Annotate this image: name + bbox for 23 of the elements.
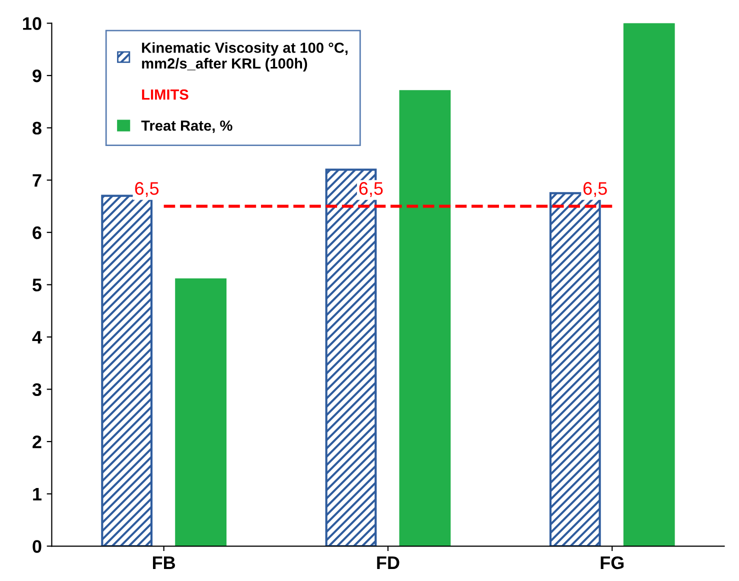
y-tick-label: 8 bbox=[32, 122, 42, 135]
x-tick-label: FB bbox=[152, 556, 176, 569]
y-tick-label: 2 bbox=[32, 435, 42, 448]
data-label: 6,5 bbox=[359, 182, 383, 197]
y-tick-label: 5 bbox=[32, 278, 42, 292]
bar bbox=[175, 278, 226, 546]
legend-label: Kinematic Viscosity at 100 °C, mm2/s_after KRL (100h) bbox=[142, 42, 348, 72]
y-tick-label: 4 bbox=[32, 331, 42, 344]
y-tick-label: 6 bbox=[32, 226, 42, 240]
text: LIMITS bbox=[142, 89, 188, 100]
y-tick-label: 0 bbox=[32, 540, 42, 553]
y-tick-label: 10 bbox=[23, 17, 42, 30]
y-tick-label: 9 bbox=[32, 69, 42, 82]
bar bbox=[399, 90, 451, 546]
x-tick-label: FD bbox=[377, 556, 400, 569]
bar bbox=[623, 23, 675, 546]
legend-label: Treat Rate, % bbox=[141, 120, 232, 133]
x-tick-label: FG bbox=[600, 556, 624, 570]
y-tick-label: 7 bbox=[32, 174, 42, 187]
data-label: 6,5 bbox=[583, 182, 607, 197]
y-tick-label: 1 bbox=[33, 488, 42, 500]
data-label: 6,5 bbox=[135, 182, 159, 197]
y-tick-label: 3 bbox=[32, 383, 42, 396]
